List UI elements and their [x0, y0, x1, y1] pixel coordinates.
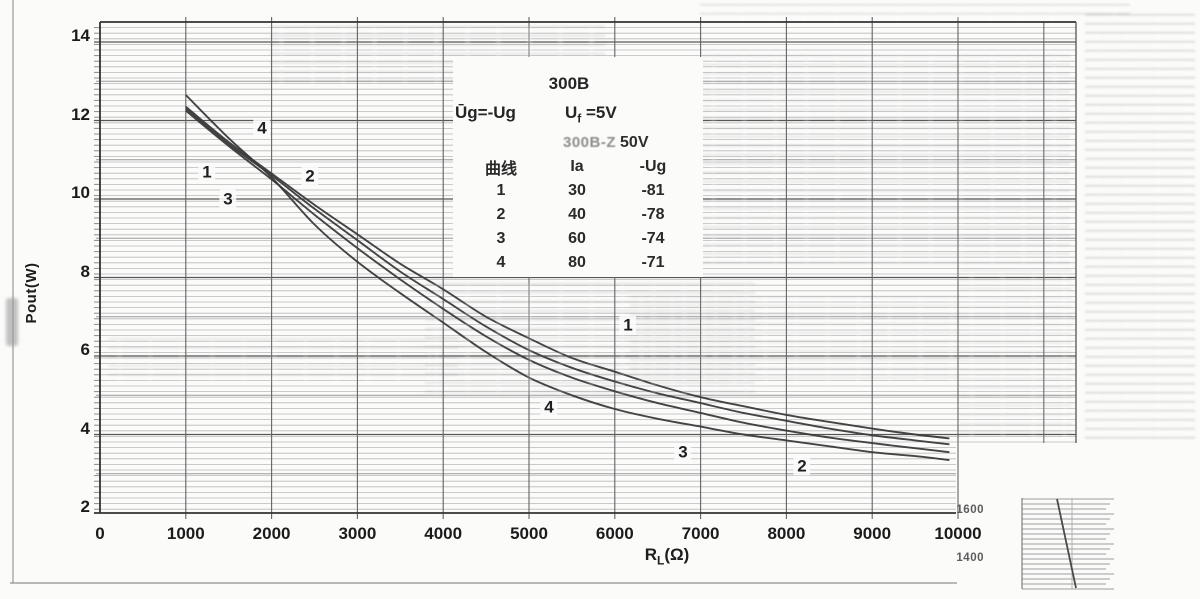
filament-subscript: f [577, 111, 582, 126]
x-tick-label: 4000 [424, 524, 463, 543]
x-axis-title-unit: (Ω) [664, 545, 690, 564]
legend-table-header: 曲线 [484, 161, 517, 178]
filament-symbol: U [565, 103, 578, 122]
legend-anode-voltage: 300B-Z 50V [563, 134, 649, 152]
legend-title: 300B [548, 74, 590, 93]
curve-number-label: 2 [793, 456, 811, 476]
legend-table-cell: 3 [496, 230, 506, 247]
x-tick-label: 2000 [252, 524, 291, 543]
legend-table-cell: 1 [496, 182, 506, 199]
x-tick-label: 8000 [767, 524, 806, 543]
y-tick-label: 12 [71, 104, 90, 124]
x-axis-title-base: R [644, 545, 657, 564]
x-tick-label: 0 [95, 524, 105, 543]
watermark-text: 300B-Z [563, 134, 617, 151]
curve-number-label: 4 [540, 397, 558, 417]
curve-number-label: 1 [619, 315, 637, 335]
legend-table-row: 1 30 -81 [463, 179, 691, 203]
x-axis-title: RL(Ω) [622, 545, 712, 567]
x-tick-label: 9000 [853, 524, 892, 543]
curve-number-label: 3 [219, 189, 237, 209]
legend-table-cell: 40 [568, 206, 586, 223]
legend-table: 曲线 Ia -Ug 1 30 -81 2 40 -78 3 60 -74 4 80 -71 [463, 155, 691, 275]
y-tick-label: 2 [80, 497, 90, 516]
inset-y-tick-label: 1600 [956, 504, 984, 516]
legend-table-header: Ia [570, 158, 584, 175]
x-tick-label: 10000 [934, 524, 982, 543]
legend-table-row: 3 60 -74 [463, 227, 691, 251]
legend-table-cell: -71 [641, 254, 665, 271]
legend-table-cell: -81 [641, 182, 665, 199]
legend-table-cell: 60 [568, 230, 586, 247]
y-tick-label: 14 [71, 26, 90, 45]
legend-table-cell: 80 [568, 254, 586, 271]
legend-box: 300B Ūg=-Ug Uf =5V 300B-Z 50V 曲线 Ia -Ug 1 30 -… [453, 57, 703, 277]
legend-table-cell: -78 [641, 206, 665, 223]
legend-table-row: 4 80 -71 [463, 251, 691, 275]
filament-value: =5V [581, 103, 617, 122]
x-tick-label: 3000 [338, 524, 377, 543]
y-tick-label: 8 [80, 261, 90, 281]
legend-table-cell: -74 [641, 230, 665, 247]
legend-bias-equation: Ūg=-Ug [455, 103, 516, 122]
x-tick-label: 1000 [166, 524, 205, 543]
inset-y-tick-label: 1400 [956, 552, 984, 564]
curve-number-label: 4 [253, 118, 271, 138]
legend-filament-voltage: Uf =5V [565, 103, 617, 125]
legend-table-header: -Ug [639, 158, 667, 175]
scan-blotch [6, 298, 18, 346]
x-tick-label: 5000 [510, 524, 548, 543]
y-tick-label: 6 [80, 340, 90, 359]
legend-table-cell: 2 [496, 206, 506, 223]
x-axis-title-sub: L [656, 553, 665, 568]
curve-number-label: 2 [301, 166, 319, 186]
x-tick-label: 6000 [595, 524, 634, 543]
curve-number-label: 3 [674, 442, 692, 462]
y-tick-label: 10 [71, 183, 90, 202]
anode-voltage-value: 50V [620, 134, 649, 151]
x-tick-label: 7000 [681, 524, 720, 543]
y-tick-label: 4 [80, 418, 90, 438]
legend-table-cell: 4 [496, 254, 506, 271]
legend-table-row: 2 40 -78 [463, 203, 691, 227]
curve-number-label: 1 [198, 162, 216, 182]
legend-table-cell: 30 [568, 182, 586, 199]
